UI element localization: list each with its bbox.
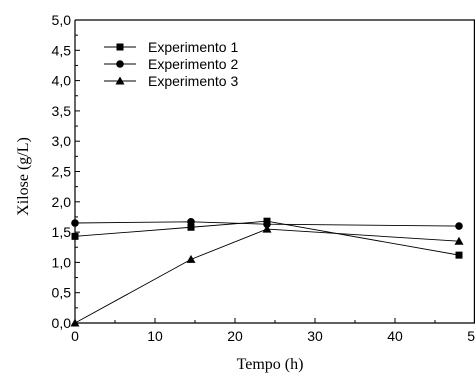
data-point	[455, 222, 463, 230]
legend-item: Experimento 3	[104, 73, 238, 89]
legend-label: Experimento 2	[148, 56, 238, 72]
x-tick-label: 50	[467, 328, 475, 344]
legend-marker	[116, 43, 124, 51]
y-tick-label: 0,5	[52, 285, 72, 301]
legend-label: Experimento 3	[148, 73, 238, 89]
data-point	[71, 219, 79, 227]
series-layer	[70, 217, 464, 327]
data-point	[454, 236, 464, 245]
y-tick-label: 3,0	[52, 133, 72, 149]
data-point	[71, 232, 79, 240]
plot-frame	[74, 19, 475, 324]
series-3	[70, 224, 464, 327]
y-tick-label: 2,0	[52, 194, 72, 210]
series-line	[74, 220, 460, 256]
legend-item: Experimento 2	[104, 56, 238, 72]
legend-item: Experimento 1	[104, 39, 238, 55]
y-tick-label: 5,0	[52, 12, 72, 28]
data-point	[70, 318, 80, 327]
data-point	[455, 251, 463, 259]
y-tick-label: 1,5	[52, 224, 72, 240]
legend-marker	[116, 60, 124, 68]
legend-label: Experimento 1	[148, 39, 238, 55]
axis-ticks: 0 10 20 30 40 50 0,0 0,5 1,0 1,5 2,0 2,5 3,0 3,5 4,0 4,…	[52, 12, 475, 344]
data-point	[187, 223, 195, 231]
y-tick-label: 4,5	[52, 42, 72, 58]
data-point	[263, 220, 271, 229]
data-point	[186, 254, 196, 263]
series-line	[74, 228, 460, 324]
y-tick-label: 4,0	[52, 73, 72, 89]
y-tick-label: 1,0	[52, 254, 72, 270]
y-axis-title: Xilose (g/L)	[15, 137, 32, 216]
y-tick-label: 3,5	[52, 103, 72, 119]
x-tick-label: 10	[147, 328, 163, 344]
x-tick-label: 30	[307, 328, 323, 344]
y-tick-label: 2,5	[52, 164, 72, 180]
x-axis-title: Tempo (h)	[237, 356, 304, 373]
x-tick-label: 20	[227, 328, 243, 344]
x-tick-label: 0	[71, 328, 79, 344]
y-tick-label: 0,0	[52, 315, 72, 331]
series-line	[74, 221, 460, 227]
series-2	[71, 217, 463, 230]
x-tick-label: 40	[387, 328, 403, 344]
data-point	[187, 217, 195, 226]
legend-marker	[115, 76, 125, 85]
data-point	[262, 224, 272, 233]
